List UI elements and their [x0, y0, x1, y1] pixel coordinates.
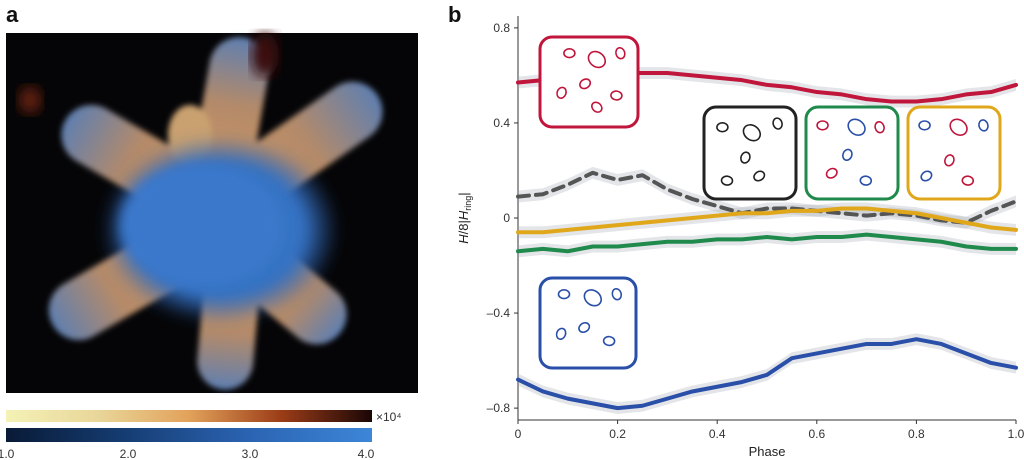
colorbar-tick: 1.0 — [0, 447, 15, 460]
inset-cell — [772, 117, 783, 130]
inset-cell — [578, 321, 591, 334]
series-band — [518, 67, 1016, 108]
x-axis-label: Phase — [749, 444, 786, 459]
panel-letter-b: b — [448, 2, 461, 27]
inset-cell — [615, 46, 626, 60]
inset-group — [538, 35, 1002, 370]
panel-letter-a: a — [6, 2, 19, 27]
inset-cell — [602, 335, 616, 347]
colorbar-bottom: 1.0 2.0 3.0 4.0 — [0, 428, 375, 460]
series-line — [516, 206, 1018, 235]
x-tick-label: 0 — [515, 427, 522, 441]
inset-cell — [611, 287, 623, 301]
inset-cell — [753, 170, 766, 182]
colorbar-top: ×10⁴ — [6, 410, 402, 424]
inset-box — [804, 105, 900, 201]
inset-cell — [591, 101, 603, 113]
inset-cell — [859, 175, 873, 186]
inset-cell — [842, 148, 853, 162]
x-tick-label: 0.2 — [609, 427, 626, 441]
inset-cell — [740, 151, 751, 164]
inset-cell — [825, 167, 838, 179]
inset-cell — [720, 175, 734, 186]
inset-cell — [610, 90, 623, 101]
inset-cell — [944, 154, 955, 167]
colorbar-tick: 4.0 — [358, 447, 375, 460]
inset-cell — [579, 78, 592, 90]
inset-box — [538, 276, 638, 370]
inset-box — [702, 105, 798, 201]
y-tick-label: 0.4 — [493, 116, 510, 130]
inset-cell — [949, 118, 968, 136]
inset-box — [538, 35, 640, 129]
inset-cell — [563, 47, 576, 59]
series-line — [516, 170, 1018, 225]
colorbar-tick: 3.0 — [242, 447, 259, 460]
inset-cell — [978, 119, 989, 132]
inset-cell — [557, 289, 571, 300]
inset-cell — [583, 289, 602, 307]
inset-cell — [816, 120, 829, 131]
y-tick-label: –0.8 — [487, 401, 511, 415]
x-tick-label: 0.6 — [808, 427, 825, 441]
inset-cell — [587, 50, 607, 69]
inset-box — [906, 105, 1002, 201]
inset-frame — [538, 35, 640, 129]
inset-cell — [555, 327, 567, 340]
series-line — [516, 232, 1018, 254]
inset-cell — [918, 120, 931, 131]
y-tick-label: 0.8 — [493, 21, 510, 35]
inset-cell — [920, 170, 933, 182]
inset-frame — [702, 105, 798, 201]
y-tick-label: 0 — [503, 211, 510, 225]
series-line — [516, 337, 1018, 411]
inset-cell — [716, 122, 729, 133]
y-axis-label: H/8|Hring| — [456, 192, 473, 243]
inset-cell — [874, 121, 885, 134]
microscopy-image — [6, 33, 418, 393]
chart-ticks: 0 0.2 0.4 0.6 0.8 1.0 –0.8 –0.4 0 0.4 0.8 — [487, 21, 1024, 441]
colorbar-exponent-label: ×10⁴ — [376, 410, 402, 424]
inset-cell — [742, 124, 762, 142]
inset-cell — [847, 118, 866, 136]
x-tick-label: 0.8 — [908, 427, 925, 441]
x-tick-label: 1.0 — [1008, 427, 1024, 441]
colorbar-tick: 2.0 — [120, 447, 137, 460]
inset-cell — [961, 175, 975, 186]
x-tick-label: 0.4 — [709, 427, 726, 441]
inset-cell — [556, 86, 567, 99]
y-tick-label: –0.4 — [487, 306, 511, 320]
